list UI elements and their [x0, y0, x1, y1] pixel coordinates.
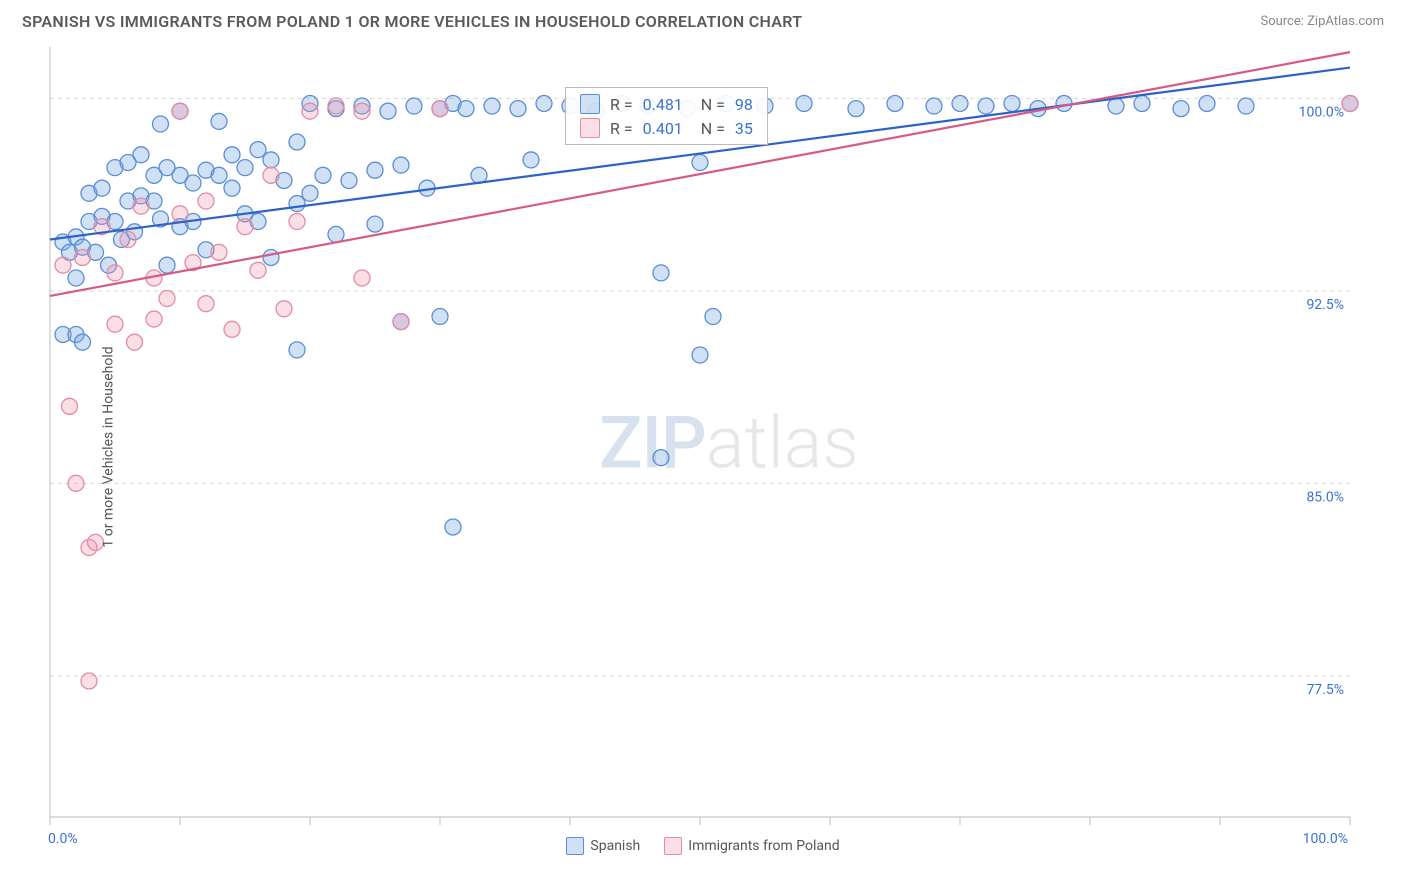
svg-text:77.5%: 77.5%	[1306, 682, 1344, 698]
legend-label-poland: Immigrants from Poland	[688, 838, 839, 854]
chart-header: SPANISH VS IMMIGRANTS FROM POLAND 1 OR M…	[0, 0, 1406, 37]
legend-swatch-spanish	[566, 837, 584, 855]
svg-text:100.0%: 100.0%	[1299, 104, 1344, 120]
legend-label-spanish: Spanish	[590, 838, 640, 854]
stats-swatch	[580, 94, 600, 114]
svg-text:92.5%: 92.5%	[1306, 297, 1344, 313]
legend-item-spanish: Spanish	[566, 837, 640, 855]
svg-text:85.0%: 85.0%	[1306, 489, 1344, 505]
stats-swatch	[580, 118, 600, 138]
chart-area: 1 or more Vehicles in Household 77.5% 85.…	[0, 37, 1406, 857]
stats-row: R = 0.401 N = 35	[566, 116, 767, 140]
source-label: Source: ZipAtlas.com	[1260, 14, 1384, 29]
y-axis-label: 1 or more Vehicles in Household	[101, 346, 117, 547]
stats-box: R = 0.481 N = 98R = 0.401 N = 35	[565, 87, 768, 145]
legend-swatch-poland	[664, 837, 682, 855]
chart-title: SPANISH VS IMMIGRANTS FROM POLAND 1 OR M…	[22, 12, 802, 31]
stats-row: R = 0.481 N = 98	[566, 92, 767, 116]
scatter-chart: 77.5%85.0%92.5%100.0%0.0%100.0%	[0, 37, 1406, 857]
stats-r-label: R =	[610, 95, 633, 114]
stats-n-label: N =	[693, 95, 725, 114]
stats-n-value: 98	[735, 95, 753, 114]
stats-r-value: 0.401	[643, 119, 683, 138]
stats-r-label: R =	[610, 119, 633, 138]
stats-n-value: 35	[735, 119, 753, 138]
legend-item-poland: Immigrants from Poland	[664, 837, 839, 855]
stats-r-value: 0.481	[643, 95, 683, 114]
x-axis-legend: Spanish Immigrants from Poland	[0, 837, 1406, 855]
stats-n-label: N =	[693, 119, 725, 138]
